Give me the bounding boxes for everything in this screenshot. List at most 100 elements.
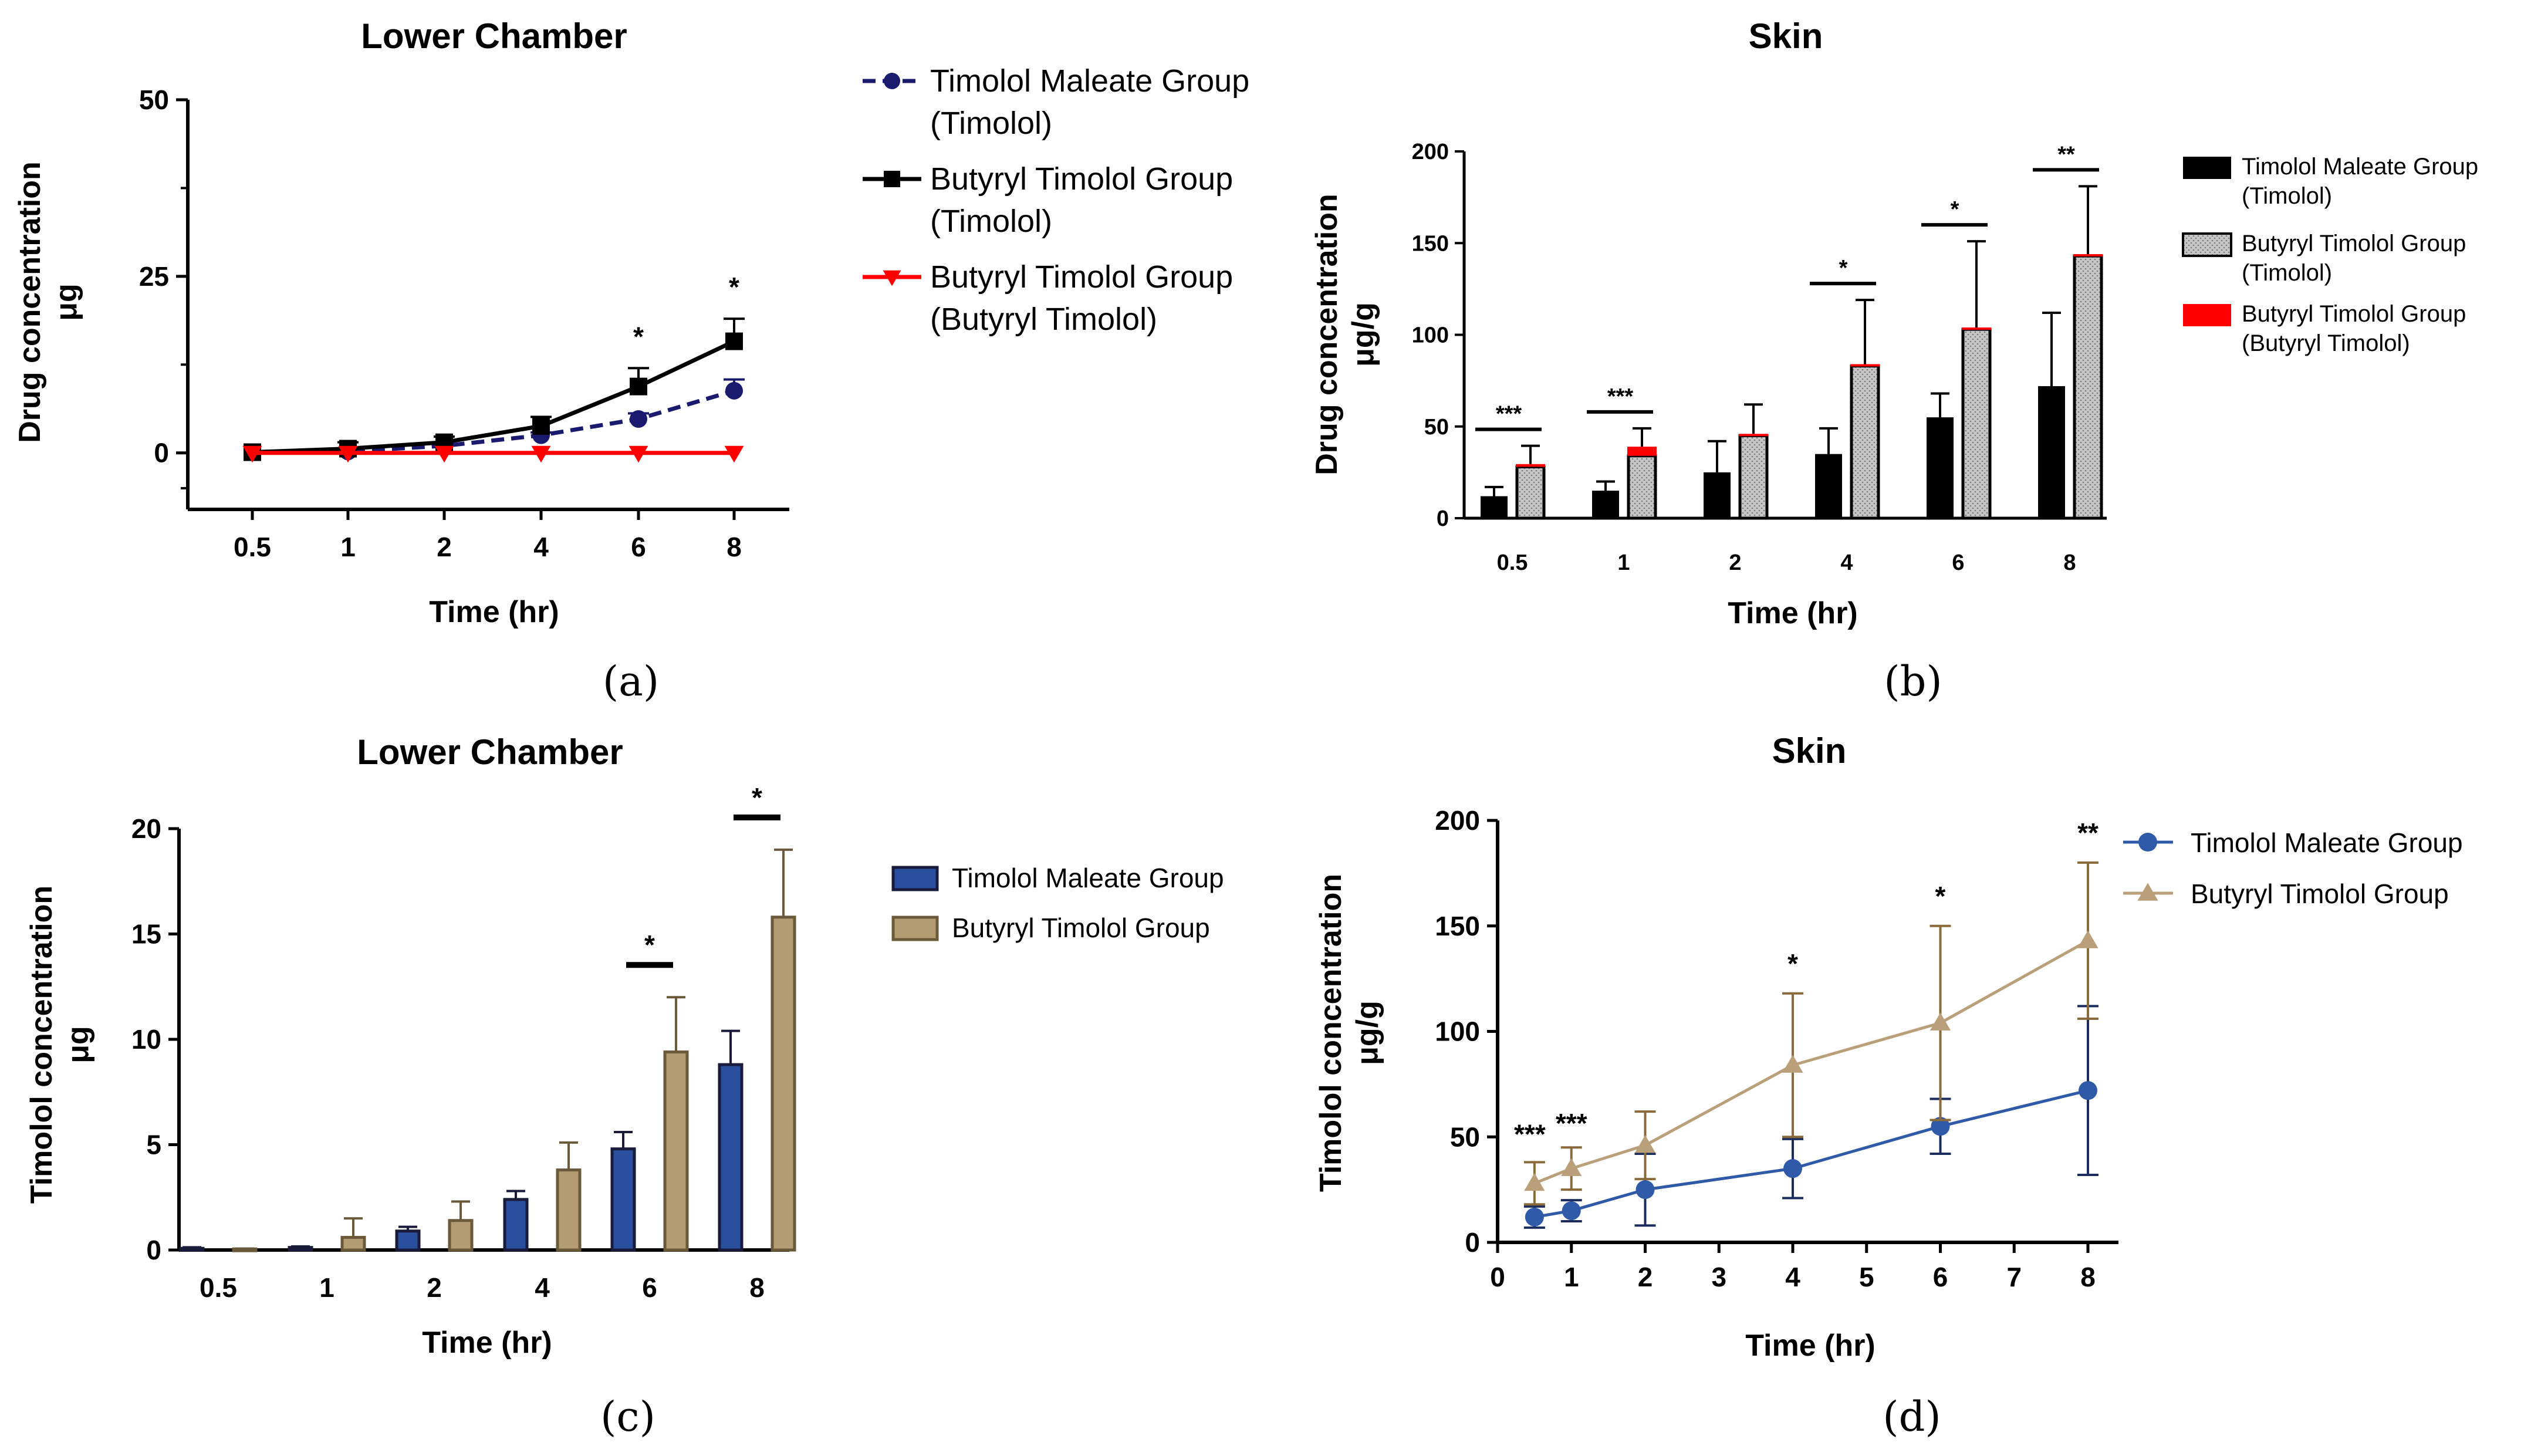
data-point: [1634, 1135, 1656, 1153]
legend-marker: [2137, 883, 2158, 901]
panel-label: (c): [600, 1393, 655, 1441]
panel-c-chart: Lower Chamber 0 5 10 15 20 0.5 1 2 4 6 8 Time (hr) Ti…: [25, 732, 1224, 1441]
x-axis-title: Time (hr): [429, 595, 559, 629]
significance-label: *: [729, 272, 739, 302]
bar-timolol-maleate: [1481, 496, 1508, 518]
legend-swatch: [2182, 232, 2232, 257]
significance-label: *: [644, 930, 655, 960]
significance-label: *: [752, 782, 762, 813]
bar: [718, 1063, 744, 1252]
x-tick-label: 6: [642, 1272, 657, 1303]
x-tick-label: 1: [1617, 550, 1630, 575]
legend-label-sub: (Butyryl Timolol): [930, 302, 1157, 337]
bar: [340, 1235, 366, 1252]
y-tick-label: 0: [1437, 506, 1449, 531]
y-tick-label: 5: [146, 1130, 161, 1160]
y-tick-label: 0: [146, 1235, 161, 1265]
significance-label: *: [1839, 256, 1848, 281]
significance-label: ***: [1607, 384, 1634, 409]
series-1: [1523, 861, 2099, 1206]
y-axis-title: Timolol concentration: [25, 886, 59, 1204]
data-point: [1783, 1159, 1802, 1178]
data-point: [1524, 1173, 1545, 1191]
legend-label-sub: (Butyryl Timolol): [2242, 330, 2410, 356]
x-tick-label: 5: [1859, 1262, 1874, 1292]
bar: [448, 1219, 474, 1252]
y-axis-unit: μg/g: [1350, 1001, 1384, 1065]
bar: [556, 1168, 582, 1252]
y-axis-unit: μg: [61, 1026, 95, 1063]
legend-marker: [2138, 833, 2157, 852]
x-axis-title: Time (hr): [422, 1326, 552, 1360]
legend-label-sub: (Timolol): [930, 106, 1052, 141]
significance-label: **: [2077, 817, 2099, 848]
bar-butyryl-timolol: [1627, 454, 1657, 520]
significance-label: ***: [1514, 1119, 1546, 1149]
x-tick-label: 0: [1490, 1262, 1505, 1292]
x-tick-label: 8: [2080, 1262, 2096, 1292]
legend-label: Butyryl Timolol Group: [930, 259, 1233, 295]
legend-label: Butyryl Timolol Group: [2191, 879, 2449, 909]
bar: [232, 1247, 258, 1252]
bar: [503, 1198, 529, 1252]
bar: [610, 1147, 636, 1252]
data-point: [1929, 1012, 1951, 1031]
x-tick-label: 4: [535, 1272, 550, 1303]
y-axis-title: Drug concentration: [1310, 194, 1344, 475]
significance-label: ***: [1556, 1108, 1587, 1139]
y-tick-label: 0: [154, 438, 169, 468]
x-tick-label: 1: [340, 532, 356, 562]
legend-label: Butyryl Timolol Group: [2242, 301, 2466, 327]
chart-title: Skin: [1772, 731, 1847, 771]
y-tick-label: 200: [1435, 805, 1480, 836]
data-point: [1931, 1117, 1950, 1136]
x-tick-label: 8: [2063, 550, 2076, 575]
significance-label: *: [1935, 881, 1946, 911]
significance-label: *: [1787, 948, 1798, 979]
legend-swatch: [2183, 157, 2231, 179]
bar-butyryl-timolol: [1515, 465, 1546, 520]
y-tick-label: 10: [131, 1024, 161, 1055]
x-tick-label: 2: [1729, 550, 1741, 575]
bar-butyryl-timolol-prodrug: [1739, 434, 1768, 437]
series-line: [1533, 939, 2089, 1185]
data-point: [1561, 1158, 1582, 1176]
bar: [663, 1050, 689, 1252]
y-tick-label: 50: [1450, 1121, 1480, 1152]
panel-b-chart: Skin 0 50 100 150 200 0.5 1 2 4 6 8 Time (hr) Drug co…: [1310, 16, 2478, 705]
y-tick-label: 150: [1435, 911, 1480, 941]
y-tick-label: 150: [1412, 231, 1449, 256]
data-point: [434, 445, 454, 463]
y-tick-label: 100: [1412, 323, 1449, 348]
y-tick-label: 25: [139, 261, 169, 292]
x-tick-label: 7: [2006, 1262, 2022, 1292]
panel-label: (a): [603, 657, 659, 705]
data-point: [725, 381, 743, 400]
bar: [771, 916, 796, 1252]
y-tick-label: 0: [1465, 1227, 1480, 1258]
data-point: [338, 445, 358, 463]
panel-d-chart: Skin 0 50 100 150 200 0 1 2 3 4 5 6 7 8 Time (hr) Timolo…: [1314, 731, 2463, 1441]
bar-timolol-maleate: [1592, 491, 1619, 518]
significance-label: *: [633, 321, 644, 352]
data-point: [630, 377, 647, 396]
legend-label-sub: (Timolol): [2242, 260, 2332, 286]
data-point: [242, 445, 262, 463]
bar-butyryl-timolol-prodrug: [2073, 254, 2103, 256]
series-0: [1523, 1005, 2099, 1229]
legend-label: Butyryl Timolol Group: [2242, 231, 2466, 256]
x-tick-label: 8: [749, 1272, 765, 1303]
series-2: [242, 445, 744, 463]
y-axis-unit: μg: [49, 283, 83, 321]
bar-butyryl-timolol: [1850, 364, 1880, 520]
x-tick-label: 3: [1711, 1262, 1726, 1292]
x-tick-label: 8: [726, 532, 742, 562]
bar: [288, 1246, 313, 1252]
bar-timolol-maleate: [1704, 472, 1731, 518]
y-tick-label: 50: [139, 85, 169, 115]
legend-label: Timolol Maleate Group: [2191, 827, 2463, 858]
y-tick-label: 15: [131, 919, 161, 950]
legend-label: Timolol Maleate Group: [952, 863, 1224, 893]
x-tick-label: 4: [1840, 550, 1853, 575]
